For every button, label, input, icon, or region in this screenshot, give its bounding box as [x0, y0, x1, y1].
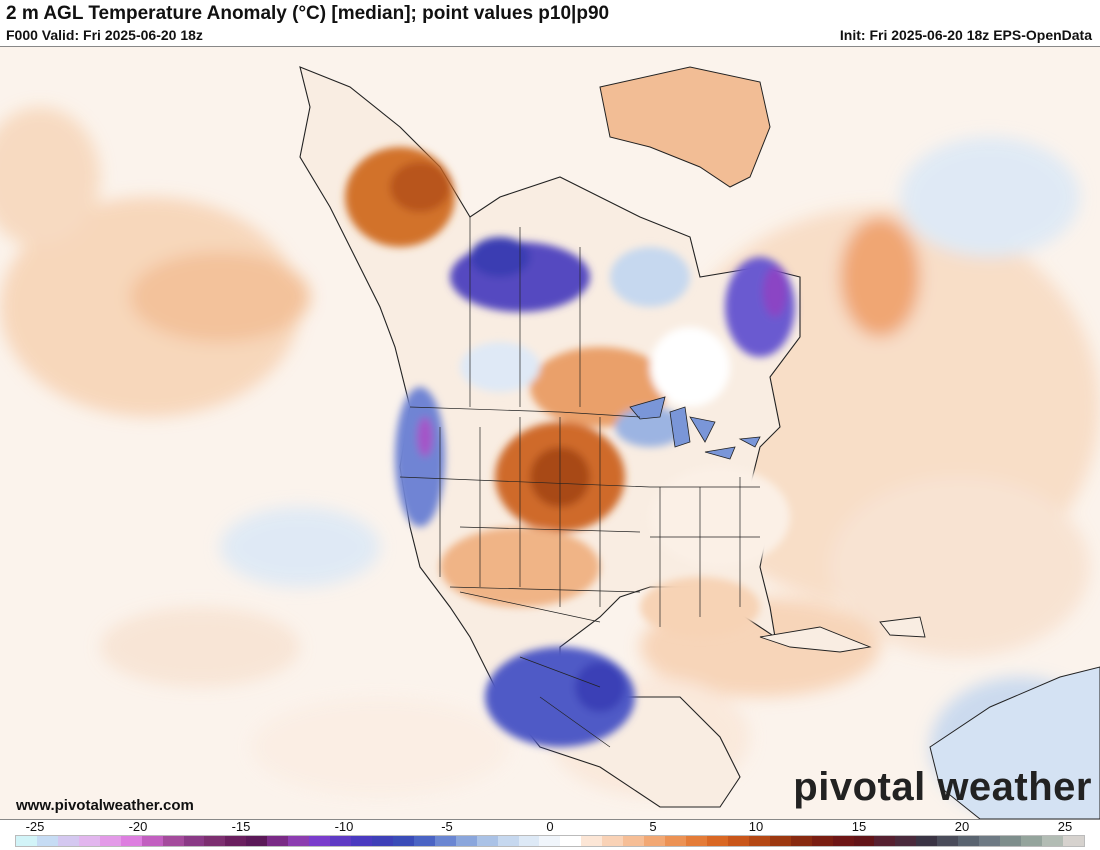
colorbar-swatch [895, 836, 917, 846]
colorbar-swatch [309, 836, 331, 846]
colorbar-swatch [853, 836, 875, 846]
colorbar-swatch [183, 836, 205, 846]
colorbar-tick-labels: -25 -20 -15 -10 -5 0 5 10 15 20 25 [0, 818, 1100, 834]
colorbar-swatch [99, 836, 121, 846]
colorbar-swatch [686, 836, 707, 846]
colorbar-swatch [958, 836, 980, 846]
colorbar-swatch [916, 836, 938, 846]
colorbar-swatch [1021, 836, 1042, 846]
colorbar-tick-label: 5 [649, 819, 657, 834]
colorbar-swatch [288, 836, 310, 846]
colorbar-swatch [644, 836, 666, 846]
colorbar-swatch [36, 836, 58, 846]
colorbar-swatch [581, 836, 603, 846]
colorbar-swatch [225, 836, 247, 846]
colorbar-swatch [560, 836, 582, 846]
colorbar-swatch [392, 836, 414, 846]
colorbar-swatch [623, 836, 645, 846]
colorbar-swatch [748, 836, 770, 846]
colorbar-swatch [371, 836, 393, 846]
colorbar-swatch [476, 836, 498, 846]
init-time: Init: Fri 2025-06-20 18z EPS-OpenData [839, 27, 1092, 43]
colorbar-tick-label: -20 [128, 819, 148, 834]
colorbar-swatch [1062, 836, 1084, 846]
colorbar-swatch [330, 836, 351, 846]
colorbar-tick-label: 10 [748, 819, 764, 834]
colorbar-swatch [120, 836, 142, 846]
colorbar-swatch [16, 836, 37, 846]
colorbar-swatch [351, 836, 372, 846]
colorbar-swatch [790, 836, 812, 846]
hispaniola [879, 616, 926, 638]
anomaly-map[interactable] [0, 46, 1100, 820]
colorbar-swatch [665, 836, 686, 846]
political-borders [399, 217, 760, 748]
colorbar-swatch [769, 836, 791, 846]
colorbar-swatch [518, 836, 540, 846]
colorbar-tick-label: 25 [1057, 819, 1073, 834]
colorbar-swatch [57, 836, 79, 846]
great-lakes [629, 396, 761, 460]
colorbar-swatch [706, 836, 728, 846]
south-america-landmass [929, 666, 1100, 819]
colorbar-swatch [1041, 836, 1063, 846]
colorbar-swatch [434, 836, 456, 846]
colorbar-tick-label: 20 [954, 819, 970, 834]
colorbar-tick-label: -10 [334, 819, 354, 834]
colorbar-swatch [413, 836, 435, 846]
colorbar-swatch [162, 836, 184, 846]
colorbar-swatch [267, 836, 289, 846]
colorbar-tick-label: 0 [546, 819, 554, 834]
colorbar-swatch [246, 836, 268, 846]
colorbar-swatch [204, 836, 226, 846]
colorbar-swatch [811, 836, 833, 846]
website-url: www.pivotalweather.com [16, 797, 194, 814]
colorbar-swatch [141, 836, 163, 846]
colorbar-tick-label: -15 [231, 819, 251, 834]
colorbar-swatch [539, 836, 561, 846]
colorbar-swatch [455, 836, 477, 846]
colorbar-swatch [937, 836, 959, 846]
colorbar [15, 835, 1085, 847]
colorbar-swatch [602, 836, 624, 846]
colorbar-tick-label: -5 [441, 819, 453, 834]
colorbar-swatch [727, 836, 749, 846]
colorbar-swatch [1000, 836, 1021, 846]
cuba [759, 626, 872, 653]
colorbar-swatch [78, 836, 100, 846]
valid-time: F000 Valid: Fri 2025-06-20 18z [6, 27, 203, 43]
map-title: 2 m AGL Temperature Anomaly (°C) [median… [6, 3, 610, 24]
greenland-landmass [599, 66, 771, 188]
colorbar-tick-label: 15 [851, 819, 867, 834]
colorbar-tick-label: -25 [25, 819, 45, 834]
colorbar-swatch [979, 836, 1001, 846]
map-canvas [0, 66, 1100, 819]
colorbar-swatch [497, 836, 519, 846]
colorbar-swatch [874, 836, 896, 846]
colorbar-swatch [832, 836, 854, 846]
pivotal-weather-logo: pivotal weather [793, 765, 1092, 809]
